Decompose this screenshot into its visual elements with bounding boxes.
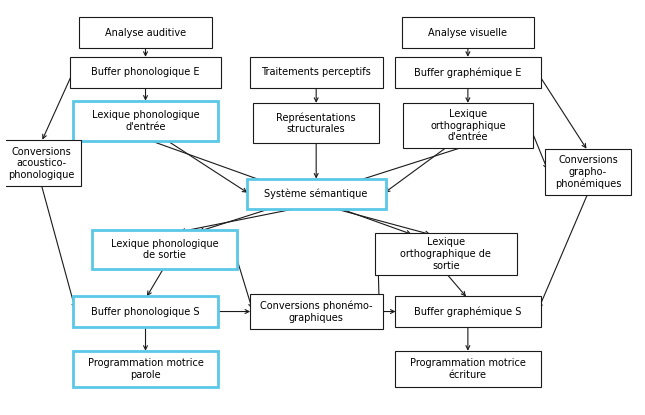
FancyBboxPatch shape — [73, 352, 218, 387]
Text: Système sémantique: Système sémantique — [264, 189, 368, 200]
Text: Lexique phonologique
d'entrée: Lexique phonologique d'entrée — [92, 110, 199, 132]
Text: Représentations
structurales: Représentations structurales — [276, 112, 356, 134]
Text: Buffer phonologique S: Buffer phonologique S — [91, 307, 200, 317]
FancyBboxPatch shape — [250, 57, 382, 88]
Text: Analyse visuelle: Analyse visuelle — [428, 28, 508, 38]
FancyBboxPatch shape — [73, 296, 218, 327]
FancyBboxPatch shape — [545, 149, 631, 195]
Text: Buffer graphémique S: Buffer graphémique S — [414, 306, 522, 317]
Text: Programmation motrice
parole: Programmation motrice parole — [88, 358, 203, 380]
Text: Conversions
grapho-
phonémiques: Conversions grapho- phonémiques — [555, 155, 621, 189]
FancyBboxPatch shape — [70, 57, 221, 88]
Text: Lexique
orthographique de
sortie: Lexique orthographique de sortie — [401, 237, 491, 271]
Text: Conversions phonémo-
graphiques: Conversions phonémo- graphiques — [260, 300, 372, 322]
FancyBboxPatch shape — [253, 103, 379, 143]
FancyBboxPatch shape — [395, 296, 541, 327]
Text: Conversions
acoustico-
phonologique: Conversions acoustico- phonologique — [8, 146, 74, 180]
Text: Lexique phonologique
de sortie: Lexique phonologique de sortie — [111, 239, 218, 260]
FancyBboxPatch shape — [2, 140, 81, 186]
FancyBboxPatch shape — [403, 103, 533, 148]
Text: Programmation motrice
écriture: Programmation motrice écriture — [410, 358, 526, 380]
Text: Buffer phonologique E: Buffer phonologique E — [91, 68, 200, 78]
Text: Traitements perceptifs: Traitements perceptifs — [261, 68, 371, 78]
FancyBboxPatch shape — [250, 294, 382, 329]
Text: Analyse auditive: Analyse auditive — [105, 28, 186, 38]
FancyBboxPatch shape — [375, 233, 517, 275]
FancyBboxPatch shape — [73, 101, 218, 141]
FancyBboxPatch shape — [395, 57, 541, 88]
FancyBboxPatch shape — [401, 17, 534, 48]
FancyBboxPatch shape — [395, 352, 541, 387]
Text: Lexique
orthographique
d'entrée: Lexique orthographique d'entrée — [430, 109, 506, 142]
FancyBboxPatch shape — [79, 17, 212, 48]
FancyBboxPatch shape — [92, 230, 237, 269]
FancyBboxPatch shape — [246, 179, 386, 209]
Text: Buffer graphémique E: Buffer graphémique E — [414, 67, 522, 78]
